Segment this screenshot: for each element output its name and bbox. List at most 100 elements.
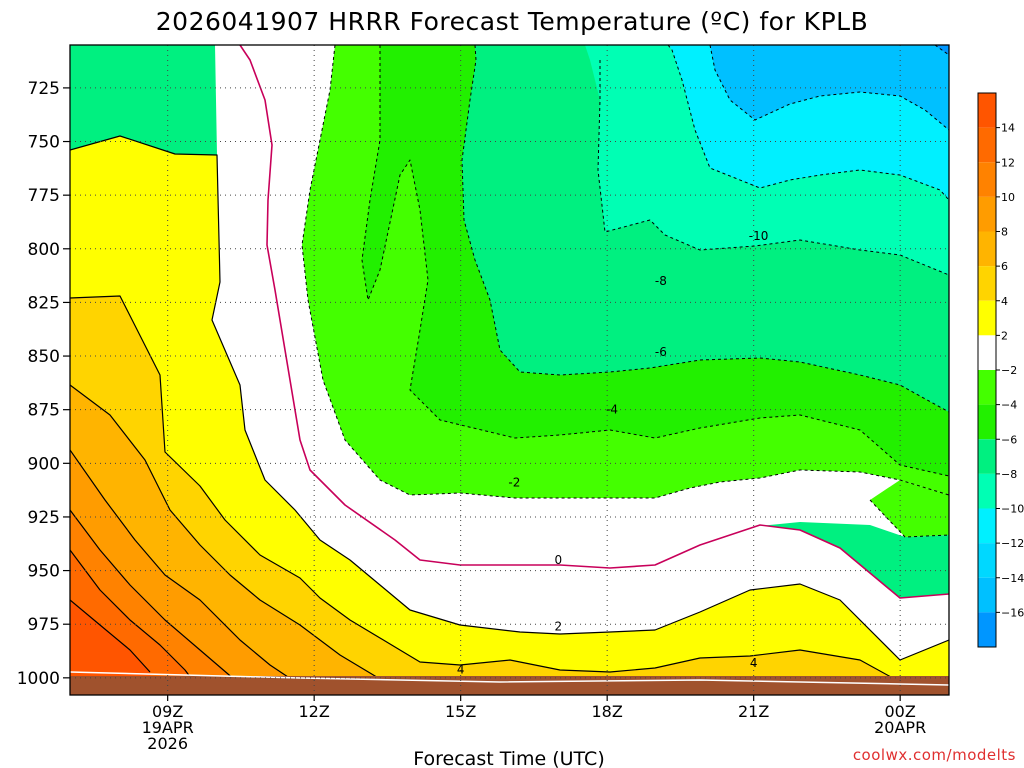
- colorbar-swatch: [978, 577, 996, 613]
- x-tick-label: 2026: [147, 734, 188, 753]
- y-tick-label: 800: [28, 240, 60, 260]
- colorbar-swatch: [978, 162, 996, 197]
- surface-ground: [70, 676, 949, 695]
- colorbar-swatch: [978, 266, 996, 301]
- x-tick-label: 20APR: [874, 718, 926, 737]
- fill-minus12-region: [710, 45, 949, 130]
- plot-frame: [69, 44, 950, 696]
- colorbar-swatch: [978, 300, 996, 336]
- colorbar: 14 12 10 8 6 4 2 −2 −4 −6 −8 −10 −12 −14 −16: [977, 92, 1024, 648]
- fill-near-zero-band: [212, 45, 949, 660]
- y-tick-label: 775: [28, 186, 60, 206]
- y-tick-label: 975: [28, 615, 60, 635]
- contour-minus2-lower-line: [869, 499, 949, 538]
- colorbar-label: 12: [1001, 156, 1015, 169]
- colorbar-swatch: [978, 196, 996, 232]
- contour-label: 2: [555, 619, 563, 633]
- contour-label: -8: [655, 274, 667, 288]
- fill-minus6-region: [462, 45, 949, 412]
- colorbar-label: 2: [1001, 329, 1008, 342]
- x-tick-label: 12Z: [299, 702, 330, 721]
- contour-label: -10: [749, 229, 769, 243]
- y-tick-label: 825: [28, 293, 60, 313]
- colorbar-swatch: [978, 231, 996, 267]
- y-tick-label: 925: [28, 508, 60, 528]
- x-tick-label: 21Z: [738, 702, 769, 721]
- contour-label: -6: [655, 345, 667, 359]
- contour-label: 0: [555, 553, 563, 567]
- contour-minus12-line: [934, 45, 949, 56]
- contour-zero-line: [239, 45, 949, 599]
- fill-2to4-region: [70, 296, 949, 695]
- x-axis-label: Forecast Time (UTC): [413, 748, 604, 768]
- contour-lines: [70, 45, 949, 691]
- colorbar-swatch: [978, 543, 996, 578]
- y-tick-label: 900: [28, 454, 60, 474]
- colorbar-label: 4: [1001, 295, 1008, 308]
- colorbar-label: 14: [1001, 122, 1015, 135]
- contour-minus10-line: [709, 45, 949, 131]
- fill-minus2-region: [302, 45, 949, 498]
- colorbar-label: −16: [1001, 606, 1024, 619]
- chart-title: 2026041907 HRRR Forecast Temperature (ºC…: [156, 7, 868, 36]
- contour-plus10-line: [70, 509, 236, 681]
- x-tick-label: 19APR: [142, 718, 194, 737]
- contour-minus4-line: [461, 45, 949, 413]
- x-tick-label: 18Z: [592, 702, 623, 721]
- fill-minus2-band: [240, 45, 949, 568]
- x-tick-label: 00Z: [885, 702, 916, 721]
- colorbar-swatch: [978, 335, 996, 370]
- colorbar-swatch: [978, 508, 996, 544]
- contour-plus14-line: [70, 599, 151, 673]
- y-tick-label: 950: [28, 562, 60, 582]
- y-tick-label: 875: [28, 401, 60, 421]
- colorbar-label: −4: [1001, 399, 1017, 412]
- y-tick-label: 850: [28, 347, 60, 367]
- contour-plus8-line: [70, 449, 301, 686]
- colorbar-label: 6: [1001, 260, 1008, 273]
- colorbar-swatch: [978, 370, 996, 405]
- fill-warm-base: [70, 136, 949, 695]
- y-tick-label: 750: [28, 133, 60, 153]
- fill-minus4-region: [362, 45, 949, 476]
- credit-text: coolwx.com/modelts: [853, 746, 1016, 764]
- contour-label: -4: [606, 403, 618, 417]
- colorbar-label: 10: [1001, 191, 1015, 204]
- fill-minus8-region: [585, 45, 949, 275]
- colorbar-label: −2: [1001, 364, 1017, 377]
- surface-top-edge: [70, 671, 949, 686]
- contour-minus6-line: [597, 60, 949, 276]
- x-tick-label: 15Z: [445, 702, 476, 721]
- colorbar-label: −10: [1001, 503, 1024, 516]
- colorbar-label: −14: [1001, 572, 1024, 585]
- colorbar-label: −6: [1001, 433, 1017, 446]
- colorbar-swatch: [978, 93, 996, 128]
- contour-minus2-line: [301, 45, 949, 499]
- grid-lines: [70, 45, 949, 695]
- fill-minus2-lower: [870, 480, 949, 537]
- contour-plus6-line: [70, 384, 386, 683]
- contour-label: 4: [457, 662, 465, 676]
- y-tick-label: 725: [28, 79, 60, 99]
- contour-plus2-outline: [70, 135, 949, 661]
- colorbar-swatch: [978, 439, 996, 474]
- colorbar-label: −8: [1001, 468, 1017, 481]
- colorbar-swatch: [978, 473, 996, 509]
- temperature-fill-regions: [70, 45, 949, 695]
- x-tick-label: 09Z: [152, 702, 183, 721]
- contour-minus2-inner-line: [361, 45, 949, 477]
- colorbar-swatch: [978, 612, 996, 647]
- contour-label: 4: [750, 656, 758, 670]
- y-tick-label: 1000: [17, 669, 60, 689]
- contour-label: -2: [508, 476, 520, 490]
- colorbar-label: −12: [1001, 537, 1024, 550]
- colorbar-swatch: [978, 127, 996, 163]
- contour-plus4-line: [70, 295, 949, 683]
- y-axis: 725 750 775 800 825 850 875 900 925 950 975 1000: [17, 79, 70, 689]
- colorbar-label: 8: [1001, 226, 1008, 239]
- colorbar-swatch: [978, 404, 996, 440]
- contour-plus12-line: [70, 549, 201, 691]
- contour-labels: -10 -8 -6 -4 -2 0 2 4 4: [457, 229, 769, 676]
